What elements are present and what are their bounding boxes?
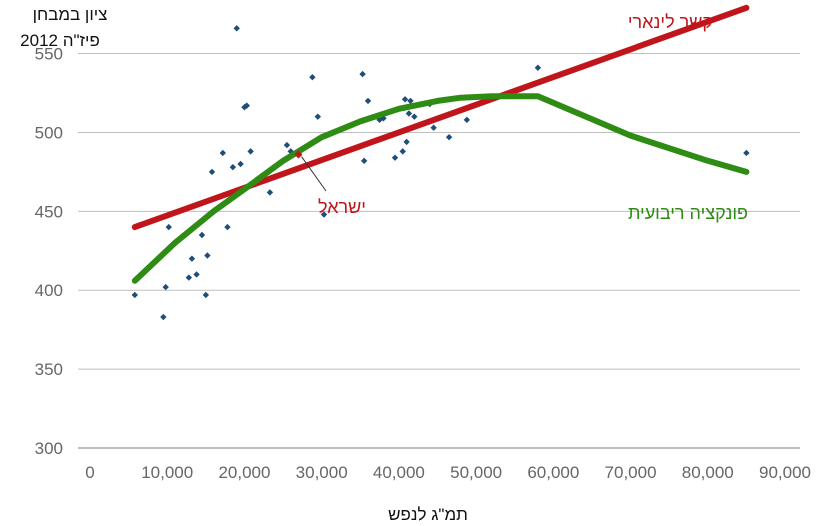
x-tick-label-40000: 40,000 [373, 463, 425, 482]
data-point-38 [411, 113, 418, 120]
data-point-37 [407, 97, 414, 105]
data-point-33 [399, 148, 406, 155]
data-point-11 [208, 168, 216, 176]
y-axis-label-line-2: פיז"ה 2012 [20, 31, 100, 50]
data-point-13 [224, 223, 231, 231]
israel-marker [294, 150, 303, 159]
x-tick-label-90000: 90,000 [759, 463, 811, 482]
data-point-22 [287, 148, 294, 155]
israel-arrow [301, 156, 327, 192]
data-point-5 [185, 274, 193, 281]
y-tick-label-550: 550 [35, 45, 63, 64]
data-point-23 [309, 74, 316, 81]
data-point-9 [202, 291, 210, 299]
data-point-20 [266, 189, 274, 196]
y-axis-tick-labels: 300 350 400 450 500 550 [35, 45, 63, 458]
israel-label: ישראל [318, 197, 366, 217]
data-point-18 [243, 102, 250, 109]
x-tick-label-50000: 50,000 [450, 463, 502, 482]
israel-data-point [294, 150, 303, 159]
data-point-42 [463, 116, 471, 124]
x-tick-label-0: 0 [85, 463, 94, 482]
data-point-25 [320, 211, 328, 218]
data-point-30 [380, 115, 387, 122]
data-point-34 [401, 96, 409, 103]
data-point-36 [405, 110, 413, 117]
y-tick-label-500: 500 [35, 123, 63, 142]
data-point-24 [314, 113, 322, 120]
x-tick-label-20000: 20,000 [218, 463, 270, 482]
data-point-8 [198, 231, 206, 239]
linear-fit-line [131, 4, 750, 231]
data-point-14 [229, 163, 237, 171]
y-tick-label-300: 300 [35, 439, 63, 458]
y-tick-label-450: 450 [35, 202, 63, 221]
x-axis-label: תמ"ג לנפש [388, 505, 468, 524]
x-tick-label-30000: 30,000 [296, 463, 348, 482]
x-axis-tick-labels: 0 10,000 20,000 30,000 40,000 50,000 60,000 70,… [85, 463, 811, 482]
data-point-12 [219, 149, 227, 157]
quadratic-series-label: פונקציה ריבועית [628, 203, 748, 223]
data-points [131, 25, 750, 321]
data-point-19 [247, 148, 254, 155]
data-point-32 [391, 154, 399, 161]
data-point-6 [188, 255, 196, 262]
data-point-21 [283, 141, 291, 149]
data-point-40 [430, 124, 437, 131]
data-point-27 [360, 157, 368, 165]
data-point-16 [237, 160, 244, 168]
data-point-4 [165, 223, 172, 231]
data-point-10 [204, 252, 211, 259]
data-point-1 [131, 291, 138, 299]
y-tick-label-400: 400 [35, 281, 63, 300]
gridlines [78, 53, 800, 370]
y-axis-label-line-1: ציון במבחן [33, 5, 108, 24]
x-tick-label-10000: 10,000 [141, 463, 193, 482]
data-point-3 [162, 283, 169, 291]
data-point-35 [403, 138, 410, 146]
quadratic-fit-line [131, 93, 750, 284]
x-tick-label-80000: 80,000 [682, 463, 734, 482]
linear-series-label: קשר לינארי [628, 12, 713, 32]
data-point-43 [534, 64, 542, 71]
data-point-7 [193, 271, 200, 278]
data-point-26 [359, 70, 366, 78]
y-tick-label-350: 350 [35, 360, 63, 379]
data-point-44 [743, 149, 750, 157]
x-tick-label-60000: 60,000 [527, 463, 579, 482]
data-point-15 [233, 25, 240, 32]
data-point-2 [160, 313, 167, 321]
data-point-41 [445, 133, 453, 141]
x-tick-label-70000: 70,000 [605, 463, 657, 482]
data-point-28 [364, 97, 372, 105]
